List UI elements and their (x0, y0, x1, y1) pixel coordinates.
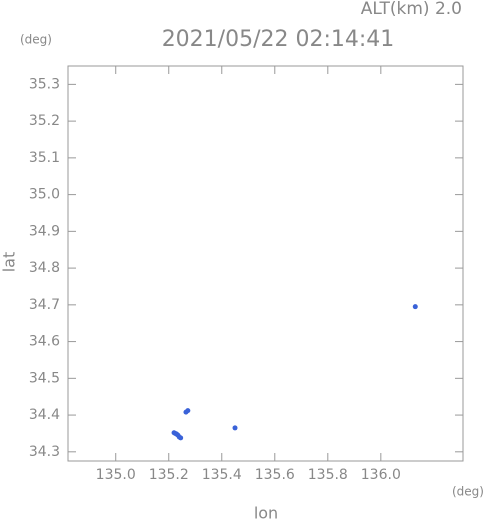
x-axis-label: lon (254, 504, 278, 521)
y-unit: (deg) (20, 33, 52, 47)
x-tick-label: 135.4 (202, 467, 242, 483)
x-unit: (deg) (452, 485, 484, 499)
point (185, 408, 191, 414)
y-tick-label: 34.7 (29, 297, 60, 313)
y-tick-label: 34.8 (29, 260, 60, 276)
y-tick-label: 35.1 (29, 150, 60, 166)
x-tick-label: 135.0 (96, 467, 136, 483)
x-tick-label: 135.8 (308, 467, 348, 483)
x-tick-label: 136.0 (361, 467, 401, 483)
y-tick-label: 34.6 (29, 334, 60, 350)
plot-frame (67, 65, 464, 462)
subtitle: ALT(km) 2.0 (361, 0, 462, 19)
point (412, 304, 418, 310)
y-tick-label: 34.3 (29, 444, 60, 460)
x-tick-label: 135.2 (149, 467, 189, 483)
chart-title: 2021/05/22 02:14:41 (162, 27, 395, 52)
y-tick-label: 34.5 (29, 370, 60, 386)
y-tick-label: 35.0 (29, 187, 60, 203)
y-tick-label: 35.3 (29, 76, 60, 92)
point (178, 435, 184, 441)
x-tick-label: 135.6 (255, 467, 295, 483)
y-tick-label: 35.2 (29, 113, 60, 129)
point (232, 425, 238, 431)
y-axis-label: lat (0, 252, 19, 273)
y-tick-label: 34.4 (29, 407, 60, 423)
y-tick-label: 34.9 (29, 223, 60, 239)
